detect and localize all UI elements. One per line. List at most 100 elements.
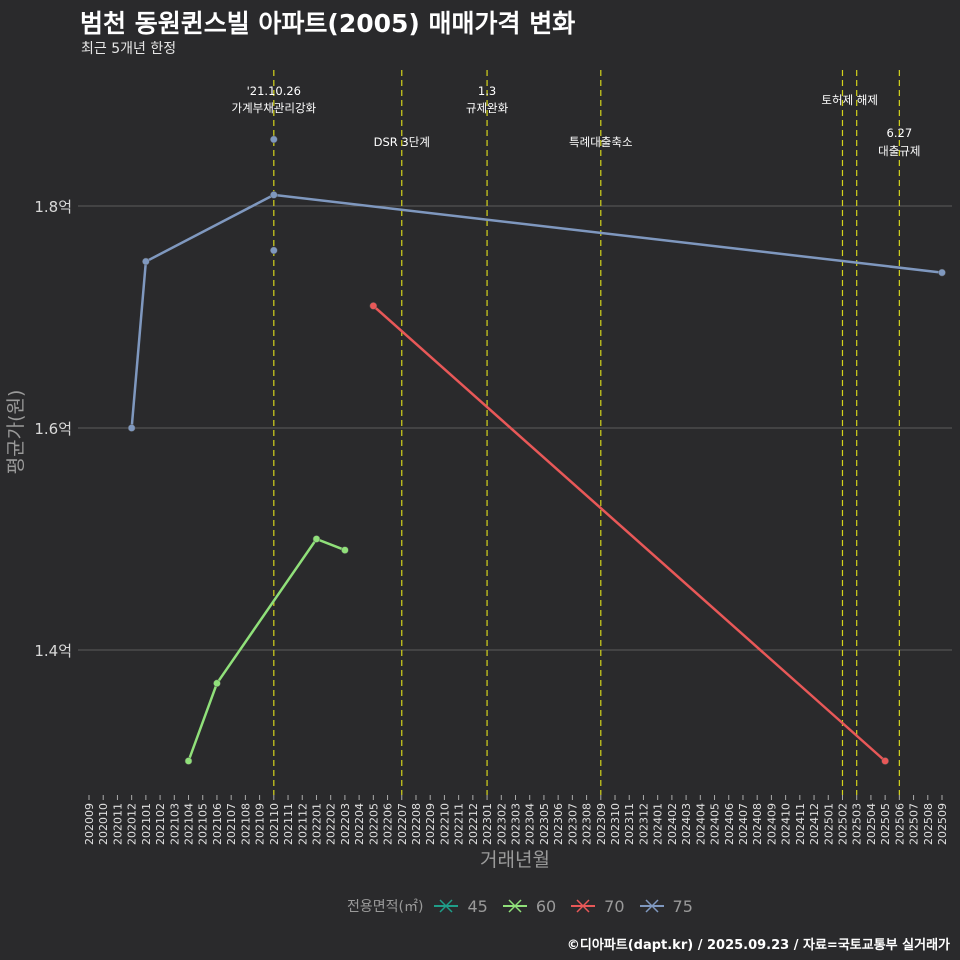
- data-point-75: [938, 268, 946, 277]
- legend-item-45: 45: [433, 896, 488, 916]
- data-point-70: [369, 302, 378, 310]
- legend-key-icon: [434, 899, 459, 913]
- series-line-70: [372, 304, 886, 762]
- event-annotation: '21.10.26: [247, 84, 301, 98]
- x-tick-label: 202205: [367, 803, 380, 845]
- legend: 전용면적(㎡) 45 60 70 75: [347, 896, 707, 916]
- x-tick-label: 202208: [410, 803, 423, 845]
- x-tick-label: 202506: [893, 803, 906, 845]
- x-tick-label: 202109: [254, 803, 267, 845]
- x-tick-label: 202204: [353, 803, 366, 845]
- x-tick-label: 202505: [879, 803, 892, 845]
- data-point-75: [142, 257, 150, 266]
- series-line-75: [130, 193, 943, 429]
- x-tick-label: 202406: [723, 803, 736, 845]
- y-tick-label: 1.8억: [34, 198, 72, 216]
- legend-item-70: 70: [570, 897, 625, 916]
- x-tick-label: 202108: [239, 803, 252, 845]
- legend-label: 75: [672, 896, 693, 916]
- event-annotation: 1.3: [478, 84, 496, 98]
- x-tick-label: 202211: [453, 803, 466, 845]
- x-tick-label: 202302: [495, 803, 508, 845]
- x-tick-label: 202010: [97, 803, 110, 845]
- x-tick-label: 202310: [609, 803, 622, 845]
- event-annotation: 규제완화: [466, 101, 509, 115]
- event-annotation: 특례대출축소: [569, 135, 632, 149]
- legend-item-75: 75: [639, 897, 693, 916]
- chart-title: 범천 동원퀸스빌 아파트(2005) 매매가격 변화: [80, 9, 576, 38]
- x-tick-label: 202403: [680, 803, 693, 845]
- legend-key-icon: [639, 899, 664, 913]
- x-tick-label: 202408: [751, 803, 764, 845]
- x-axis-label: 거래년월: [480, 849, 550, 871]
- x-tick-label: 202402: [666, 803, 679, 845]
- x-tick-label: 202404: [694, 803, 707, 845]
- x-tick-label: 202407: [737, 803, 750, 845]
- data-point-60: [341, 546, 349, 554]
- event-annotation: 가계부채관리강화: [231, 101, 316, 115]
- legend-label: 45: [467, 896, 488, 916]
- legend-key-icon: [571, 899, 596, 913]
- x-tick-label: 202102: [154, 803, 167, 845]
- x-tick-label: 202203: [339, 803, 352, 845]
- series-line-60: [187, 537, 346, 762]
- x-tick-label: 202411: [794, 803, 807, 845]
- x-tick-label: 202412: [808, 803, 821, 845]
- x-tick-label: 202504: [865, 803, 878, 845]
- legend-item-60: 60: [502, 897, 556, 916]
- x-tick-label: 202111: [282, 803, 295, 845]
- x-tick-label: 202305: [538, 803, 551, 845]
- x-tick-label: 202303: [510, 803, 523, 845]
- x-tick-label: 202201: [310, 803, 323, 845]
- x-tick-label: 202210: [438, 803, 451, 845]
- x-tick-label: 202212: [467, 803, 480, 845]
- x-tick-label: 202309: [595, 803, 608, 845]
- x-tick-label: 202501: [822, 803, 835, 845]
- x-tick-label: 202401: [652, 803, 665, 845]
- x-tick-label: 202206: [382, 803, 395, 845]
- legend-key-icon: [502, 899, 527, 913]
- x-tick-label: 202312: [637, 803, 650, 845]
- data-point-75: [270, 191, 278, 199]
- data-point-70: [881, 757, 889, 765]
- data-point-75: [127, 424, 136, 432]
- x-tick-label: 202009: [83, 803, 96, 845]
- x-tick-label: 202507: [908, 803, 921, 845]
- x-tick-label: 202308: [581, 803, 594, 845]
- y-axis-label: 평균가(원): [5, 390, 27, 475]
- footer-credit: ©디아파트(dapt.kr) / 2025.09.23 / 자료=국토교통부 실…: [566, 938, 950, 953]
- x-tick-label: 202202: [325, 803, 338, 845]
- x-tick-label: 202012: [126, 803, 139, 845]
- x-tick-label: 202307: [566, 803, 579, 845]
- x-tick-label: 202106: [211, 803, 224, 845]
- x-tick-label: 202508: [922, 803, 935, 845]
- x-tick-label: 202105: [197, 803, 210, 845]
- x-tick-label: 202409: [765, 803, 778, 845]
- event-annotation: 대출규제: [878, 144, 920, 158]
- y-tick-label: 1.4억: [34, 642, 72, 660]
- data-point-60: [213, 679, 221, 688]
- x-tick-label: 202306: [552, 803, 565, 845]
- x-tick-label: 202207: [396, 803, 409, 845]
- data-point-60: [184, 757, 193, 765]
- x-tick-label: 202503: [851, 803, 864, 845]
- x-tick-label: 202304: [524, 803, 537, 845]
- x-tick-label: 202110: [268, 803, 281, 845]
- data-point-75: [270, 135, 278, 144]
- x-tick-label: 202410: [780, 803, 793, 845]
- data-point-60: [312, 535, 321, 543]
- x-tick-label: 202209: [424, 803, 437, 845]
- data-point-75: [270, 246, 278, 255]
- x-tick-label: 202107: [225, 803, 238, 845]
- event-annotation: 6.27: [887, 126, 913, 140]
- x-tick-label: 202405: [709, 803, 722, 845]
- x-tick-label: 202301: [481, 803, 494, 845]
- x-tick-label: 202011: [111, 803, 124, 845]
- x-tick-label: 202502: [836, 803, 849, 845]
- event-annotation: 토허제 해제: [821, 93, 878, 107]
- chart-subtitle: 최근 5개년 한정: [81, 41, 177, 57]
- x-tick-label: 202509: [936, 803, 949, 845]
- x-tick-label: 202112: [296, 803, 309, 845]
- legend-label: 60: [535, 896, 557, 916]
